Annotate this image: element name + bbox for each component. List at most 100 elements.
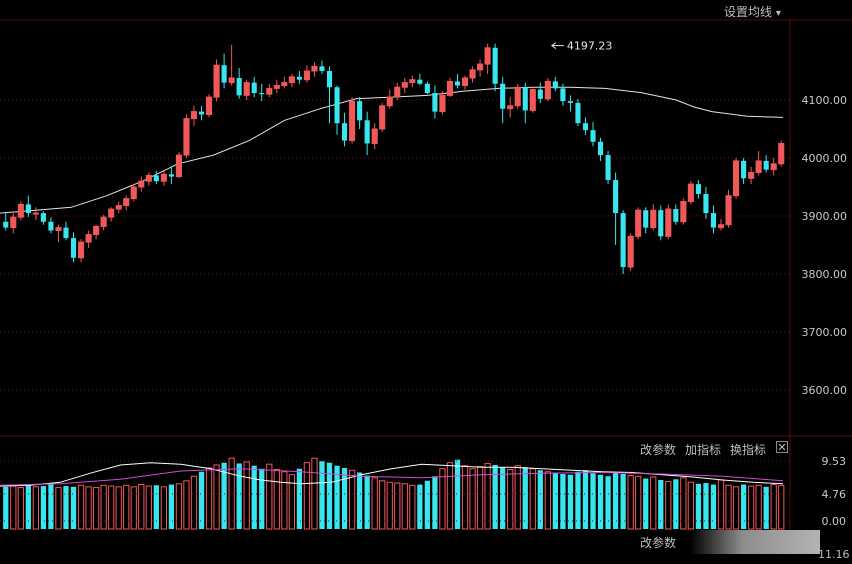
volume-bar (32, 486, 40, 530)
candle-body (251, 82, 257, 94)
candle-body (138, 180, 145, 188)
price-tick-label: 3700.00 (802, 326, 848, 339)
candle (394, 82, 401, 100)
candle-body (665, 208, 672, 237)
price-tick-label: 4000.00 (802, 152, 848, 165)
volume-bar (273, 468, 280, 530)
volume-bar (236, 463, 242, 529)
volume-bar (379, 480, 386, 530)
candle (288, 73, 295, 88)
candle-body (454, 81, 461, 86)
volume-bar (537, 470, 543, 529)
candle-body (213, 64, 220, 98)
volume-bar (597, 474, 604, 529)
volume-bar (221, 462, 227, 529)
candle-body (342, 123, 348, 141)
candle-body (63, 227, 69, 239)
volume-bar (484, 462, 491, 530)
candle (424, 81, 430, 95)
volume-bar (673, 479, 679, 529)
candle-body (17, 203, 24, 218)
candle-body (763, 160, 769, 170)
ma-settings-label: 设置均线 (724, 5, 773, 19)
candle-body (70, 238, 77, 258)
candle-body (748, 172, 755, 179)
volume-bar (183, 480, 190, 530)
high-annotation: 4197.23 (551, 40, 612, 53)
volume-bar (770, 484, 777, 530)
candle (401, 77, 408, 94)
volume-bar (3, 486, 9, 529)
candle (560, 83, 566, 106)
volume-bar (40, 486, 47, 529)
volume-bar (108, 485, 115, 530)
candle (658, 205, 664, 241)
cut-off-axis-value: 11.16 (818, 548, 850, 561)
close-icon[interactable]: ✕ (776, 441, 788, 454)
candle (613, 172, 619, 245)
candle-body (25, 204, 31, 214)
candle (145, 172, 152, 186)
candle-body (48, 221, 54, 231)
volume-bar (115, 486, 122, 530)
candle (357, 97, 363, 129)
candle-body (552, 81, 558, 89)
candle (770, 158, 777, 176)
volume-bar (85, 486, 92, 530)
volume-bar (650, 476, 657, 530)
volume-bar (620, 473, 626, 529)
switch-indicator-button[interactable]: 换指标 (730, 443, 767, 457)
volume-bar (259, 468, 265, 529)
add-indicator-button[interactable]: 加指标 (685, 443, 722, 457)
candle (130, 184, 137, 202)
candle (349, 97, 356, 144)
volume-bar (341, 467, 348, 529)
candle-body (417, 79, 423, 84)
candle-body (311, 65, 318, 72)
volume-bar (92, 487, 100, 530)
candle-body (85, 234, 92, 243)
candle (454, 73, 461, 89)
price-tick-label: 3900.00 (802, 210, 848, 223)
candle (40, 211, 46, 225)
candle-body (364, 120, 370, 144)
candle (123, 195, 130, 211)
candle (597, 137, 604, 161)
candle-body (123, 198, 130, 207)
volume-bar (348, 469, 356, 530)
volume-bar (755, 484, 762, 530)
candle (311, 62, 318, 77)
candle (296, 71, 302, 84)
volume-bar (643, 478, 649, 529)
candle-body (544, 80, 551, 100)
candle (10, 213, 17, 234)
candle (627, 233, 634, 272)
volume-bar (417, 484, 423, 529)
candle (251, 76, 257, 98)
ma-settings-button[interactable]: 设置均线 ▾ (724, 3, 781, 20)
candle (153, 170, 159, 185)
volume-bar (522, 467, 528, 529)
volume-bar (446, 462, 454, 530)
bottom-params-button[interactable]: 改参数 (640, 536, 677, 550)
volume-bar (409, 484, 416, 530)
candle (635, 207, 642, 240)
candle-body (190, 111, 198, 120)
blurred-overlay (690, 530, 820, 554)
candle (575, 98, 581, 127)
volume-tick-label: 9.53 (822, 455, 847, 468)
candle (432, 85, 438, 119)
volume-bar (778, 484, 785, 530)
volume-bar (153, 485, 159, 529)
candle-body (537, 89, 543, 99)
volume-params-button[interactable]: 改参数 (640, 443, 677, 457)
candle-body (605, 155, 611, 181)
candle-body (371, 128, 378, 144)
volume-bar (55, 487, 62, 530)
candle-body (40, 213, 46, 222)
volume-bar (680, 477, 687, 530)
volume-bar (740, 484, 747, 529)
candle (93, 224, 100, 240)
candle-body (613, 180, 619, 214)
